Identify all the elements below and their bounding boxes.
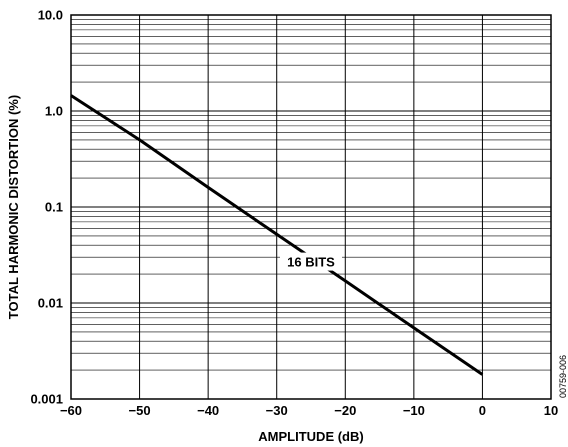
- annotations: 16 BITS: [280, 252, 342, 271]
- y-tick-label: 0.1: [45, 200, 63, 215]
- x-tick-label: −60: [60, 403, 82, 418]
- y-tick-label: 0.001: [30, 392, 63, 407]
- x-axis-title: AMPLITUDE (dB): [258, 429, 363, 444]
- series-line-16-bits: [70, 94, 484, 376]
- annotation-label-16-bits: 16 BITS: [287, 255, 335, 270]
- figure-id: 00759-006: [558, 355, 568, 398]
- x-tick-labels: −60 −50 −40 −30 −20 −10 0 10: [60, 403, 558, 418]
- series-group: [70, 94, 484, 376]
- x-tick-label: −30: [266, 403, 288, 418]
- x-tick-label: 10: [544, 403, 558, 418]
- y-tick-label: 10.0: [38, 8, 63, 23]
- x-tick-label: −20: [334, 403, 356, 418]
- y-tick-label: 1.0: [45, 104, 63, 119]
- annotation-background: [280, 252, 342, 271]
- y-axis-title: TOTAL HARMONIC DISTORTION (%): [6, 95, 21, 319]
- x-tick-label: −50: [129, 403, 151, 418]
- x-tick-label: −40: [197, 403, 219, 418]
- x-tick-label: −10: [403, 403, 425, 418]
- y-tick-labels: 0.001 0.01 0.1 1.0 10.0: [30, 8, 63, 407]
- plot-frame: [70, 14, 552, 400]
- y-tick-label: 0.01: [38, 296, 63, 311]
- x-tick-label: 0: [479, 403, 486, 418]
